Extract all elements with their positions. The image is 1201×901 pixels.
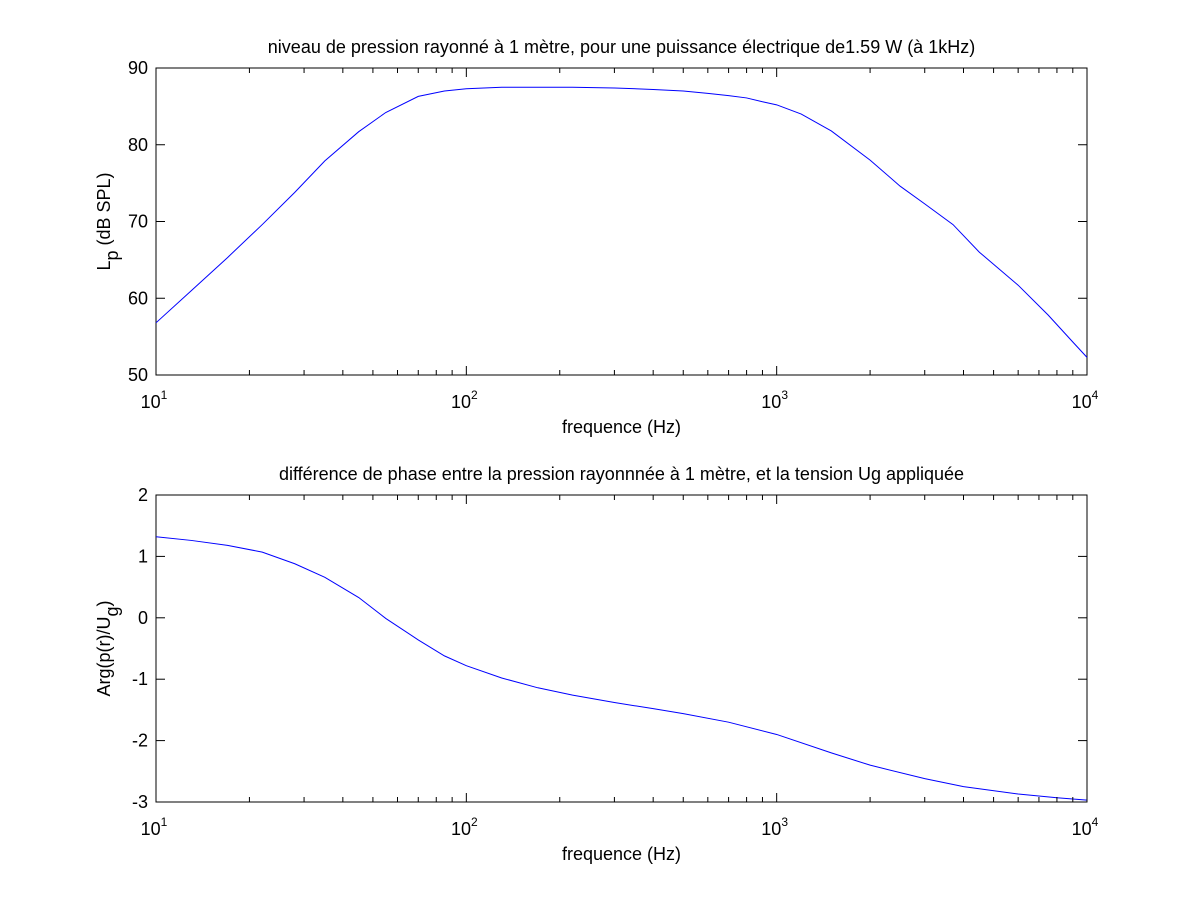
y-tick-label: -3 [132,792,148,812]
chart-title: différence de phase entre la pression ra… [279,464,964,484]
y-tick-label: 60 [128,288,148,308]
y-axis-label: Lp (dB SPL) [94,172,122,270]
y-tick-label: 90 [128,58,148,78]
y-tick-label: -2 [132,731,148,751]
y-tick-label: 2 [138,485,148,505]
plot-area [155,494,1088,803]
chart-pressure-level: 101 102 103 104 50 60 70 80 90 niveau de pression… [94,37,1099,437]
x-tick-label: 103 [761,388,788,412]
chart-phase-difference: 101 102 103 104 -3 -2 -1 0 1 2 différence de phase… [94,464,1099,864]
x-tick-label: 101 [141,815,168,839]
x-tick-label: 102 [451,815,478,839]
x-axis-label: frequence (Hz) [562,417,681,437]
x-tick-label: 104 [1072,388,1099,412]
y-tick-label: 1 [138,546,148,566]
y-tick-label: -1 [132,669,148,689]
y-tick-label: 70 [128,212,148,232]
plot-area [155,67,1088,376]
chart-title: niveau de pression rayonné à 1 mètre, po… [268,37,975,57]
x-axis-label: frequence (Hz) [562,844,681,864]
series-line-0 [155,86,1088,358]
series-line-0 [155,536,1088,801]
x-tick-label: 102 [451,388,478,412]
y-tick-label: 0 [138,608,148,628]
y-axis-label: Arg(p(r)/Ug) [94,600,122,696]
x-tick-label: 103 [761,815,788,839]
y-tick-label: 50 [128,365,148,385]
y-tick-label: 80 [128,135,148,155]
x-tick-label: 101 [141,388,168,412]
x-tick-label: 104 [1072,815,1099,839]
